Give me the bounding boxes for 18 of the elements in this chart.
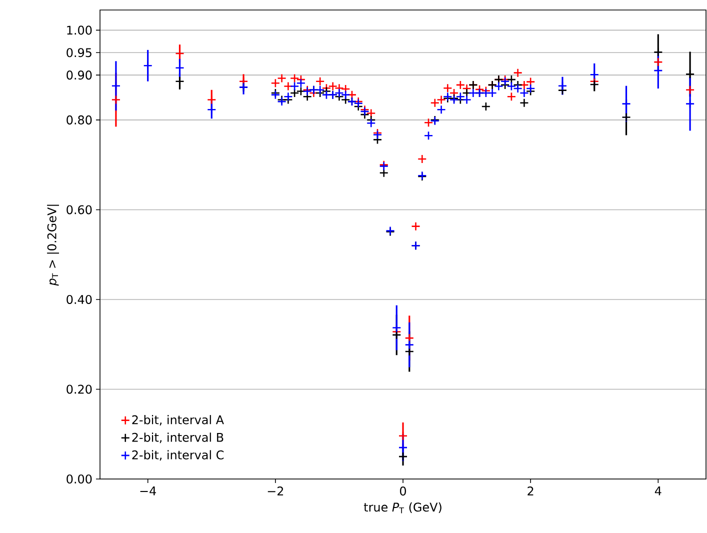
y-tick-label: 0.40 xyxy=(66,294,92,304)
x-axis-title: true P$_{T}$ (GeV) xyxy=(364,502,442,514)
x-tick-label: 2 xyxy=(528,486,534,496)
y-tick-label: 0.60 xyxy=(66,205,92,214)
x-tick-label: 4 xyxy=(654,486,662,496)
y-tick-label: 0.80 xyxy=(66,115,92,124)
y-tick-label: 0.00 xyxy=(66,474,92,484)
x-tick-label: 0 xyxy=(400,486,406,496)
y-tick-label: 0.20 xyxy=(66,384,92,394)
x-tick-label: −4 xyxy=(140,486,156,496)
legend-label: 2-bit, interval C xyxy=(132,450,224,461)
y-tick-label: 0.90 xyxy=(66,70,92,80)
legend-label: 2-bit, interval A xyxy=(132,415,224,426)
y-tick-label: 1.00 xyxy=(67,26,92,35)
y-axis-title: p$_{T}$ > |0.2GeV| xyxy=(47,204,60,286)
x-tick-label: −2 xyxy=(268,486,284,496)
legend-label: 2-bit, interval B xyxy=(132,432,224,444)
y-tick-label: 0.95 xyxy=(66,48,92,58)
